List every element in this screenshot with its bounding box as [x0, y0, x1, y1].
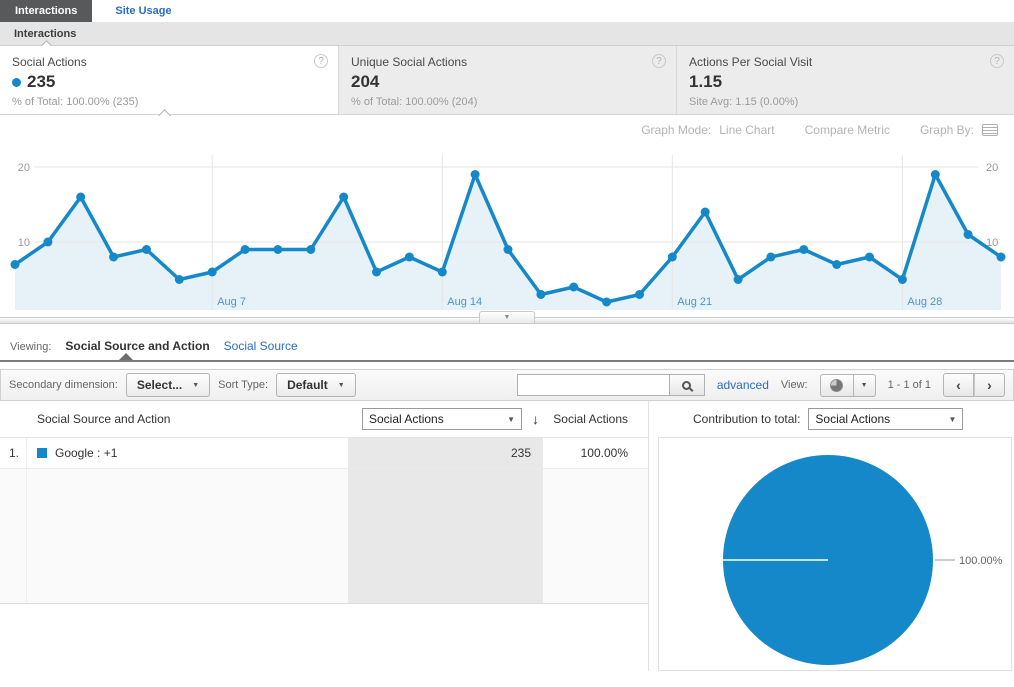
sort-type-label: Sort Type: [218, 379, 269, 391]
dropdown-arrow-icon: ▼ [192, 381, 200, 389]
table-header-row: Social Source and Action Social Actions … [0, 401, 648, 437]
scorecard-unique-social-actions[interactable]: Unique Social Actions 204 % of Total: 10… [338, 46, 676, 114]
scorecard-subtext: Site Avg: 1.15 (0.00%) [689, 96, 799, 108]
table-empty-area [0, 469, 648, 604]
dropdown-arrow-icon: ▼ [948, 414, 957, 424]
sort-direction-icon[interactable]: ↓ [532, 411, 539, 427]
graph-by-label: Graph By: [919, 123, 974, 137]
dropdown-arrow-icon: ▼ [337, 381, 345, 389]
svg-text:100.00%: 100.00% [959, 555, 1003, 567]
secondary-dimension-label: Secondary dimension: [9, 379, 118, 391]
tab-site-usage[interactable]: Site Usage [115, 5, 172, 17]
pie-view-icon [830, 378, 844, 392]
svg-text:10: 10 [986, 237, 998, 249]
advanced-filter-link[interactable]: advanced [716, 378, 769, 392]
dropdown-arrow-icon: ▼ [860, 381, 868, 389]
chevron-down-icon: ▼ [503, 314, 511, 321]
sort-metric-select[interactable]: Social Actions ▼ [362, 408, 522, 430]
row-metric-value: 235 [348, 438, 543, 468]
svg-text:Aug 14: Aug 14 [447, 296, 482, 308]
data-table: Social Source and Action Social Actions … [0, 401, 649, 671]
secondary-dimension-button[interactable]: Select... ▼ [125, 373, 211, 397]
scorecard-title: Social Actions [12, 55, 87, 69]
value-column-header[interactable]: Social Actions [553, 412, 628, 426]
active-view-notch [119, 353, 133, 360]
search-icon [682, 380, 692, 390]
pie-chart-svg: 100.00% [723, 455, 1003, 665]
row-dimension-value: Google : +1 [55, 446, 118, 460]
help-icon[interactable]: ? [314, 54, 328, 68]
graph-by-control[interactable]: Graph By: [920, 123, 998, 137]
timeseries-chart: Aug 7 Aug 14 Aug 21 Aug 28 10 10 20 20 [0, 145, 1014, 311]
graph-mode-label: Graph Mode: [641, 123, 712, 137]
table-toolbar: Secondary dimension: Select... ▼ Sort Ty… [0, 369, 1014, 401]
data-table-section: Social Source and Action Social Actions … [0, 401, 1014, 671]
metric-group-label: Interactions [14, 27, 77, 40]
svg-text:Aug 21: Aug 21 [677, 296, 712, 308]
help-icon[interactable]: ? [652, 54, 666, 68]
svg-text:Aug 7: Aug 7 [217, 296, 246, 308]
view-label: View: [780, 379, 808, 391]
table-search [516, 374, 705, 396]
pie-chart-panel: 100.00% [658, 437, 1012, 671]
previous-page-button[interactable]: ‹ [943, 373, 974, 397]
sort-type-button[interactable]: Default ▼ [276, 373, 356, 397]
graph-mode-value: Line Chart [719, 123, 775, 137]
contribution-label: Contribution to total: [693, 412, 801, 426]
chart-expander: ▼ [0, 311, 1014, 324]
search-input[interactable] [516, 374, 669, 396]
scorecard-value-row: 235 [12, 72, 326, 92]
collapse-chart-handle[interactable]: ▼ [479, 311, 535, 324]
graph-by-day-icon[interactable] [982, 124, 998, 136]
row-index: 1. [0, 438, 27, 468]
report-tab-bar: Interactions Site Usage [0, 0, 1014, 22]
help-icon[interactable]: ? [990, 54, 1004, 68]
line-chart-svg: Aug 7 Aug 14 Aug 21 Aug 28 10 10 20 20 [10, 155, 1006, 310]
next-page-button[interactable]: › [974, 373, 1005, 397]
scorecard-subtext: % of Total: 100.00% (235) [12, 96, 139, 108]
pagination-controls: ‹ › [943, 373, 1005, 397]
viewing-label: Viewing: [10, 341, 52, 353]
scorecards: Social Actions 235 % of Total: 100.00% (… [0, 46, 1014, 122]
svg-text:Aug 28: Aug 28 [907, 296, 942, 308]
scorecard-value: 235 [27, 72, 56, 91]
contribution-panel: Contribution to total: Social Actions ▼ … [649, 401, 1014, 671]
viewing-row: Viewing: Social Source and Action Social… [0, 339, 1014, 362]
dropdown-arrow-icon: ▼ [507, 414, 515, 424]
view-pie-button[interactable] [819, 373, 854, 397]
viewing-link-social-source[interactable]: Social Source [223, 339, 298, 353]
svg-text:20: 20 [18, 162, 30, 174]
dimension-column-header[interactable]: Social Source and Action [37, 412, 171, 426]
scorecard-social-actions[interactable]: Social Actions 235 % of Total: 100.00% (… [0, 46, 338, 114]
row-percent-value: 100.00% [580, 446, 628, 460]
scorecard-title: Actions Per Social Visit [689, 55, 813, 69]
search-button[interactable] [668, 374, 705, 396]
metric-group-header[interactable]: Interactions [0, 22, 1014, 53]
compare-metric-button[interactable]: Compare Metric [804, 123, 890, 137]
scorecard-title: Unique Social Actions [351, 55, 468, 69]
svg-text:20: 20 [986, 162, 998, 174]
view-dropdown-button[interactable]: ▼ [853, 373, 876, 397]
scorecard-value: 204 [351, 72, 380, 91]
scorecard-actions-per-social-visit[interactable]: Actions Per Social Visit 1.15 Site Avg: … [676, 46, 1014, 114]
viewing-active-dimension[interactable]: Social Source and Action [65, 339, 210, 353]
pagination-status: 1 - 1 of 1 [887, 379, 931, 391]
graph-mode-control[interactable]: Graph Mode: Line Chart [641, 123, 774, 137]
table-row: 1. Google : +1 235 100.00% [0, 437, 648, 469]
view-selector: ▼ [819, 373, 876, 397]
scorecard-value: 1.15 [689, 72, 723, 91]
contribution-metric-select[interactable]: Social Actions ▼ [808, 408, 964, 430]
graph-controls: Graph Mode: Line Chart Compare Metric Gr… [0, 115, 1014, 145]
scorecard-subtext: % of Total: 100.00% (204) [351, 96, 478, 108]
series-swatch-icon [37, 448, 47, 458]
tab-interactions[interactable]: Interactions [0, 0, 93, 22]
series-dot-icon [12, 77, 21, 87]
svg-text:10: 10 [18, 237, 30, 249]
contribution-controls: Contribution to total: Social Actions ▼ [649, 401, 1014, 437]
